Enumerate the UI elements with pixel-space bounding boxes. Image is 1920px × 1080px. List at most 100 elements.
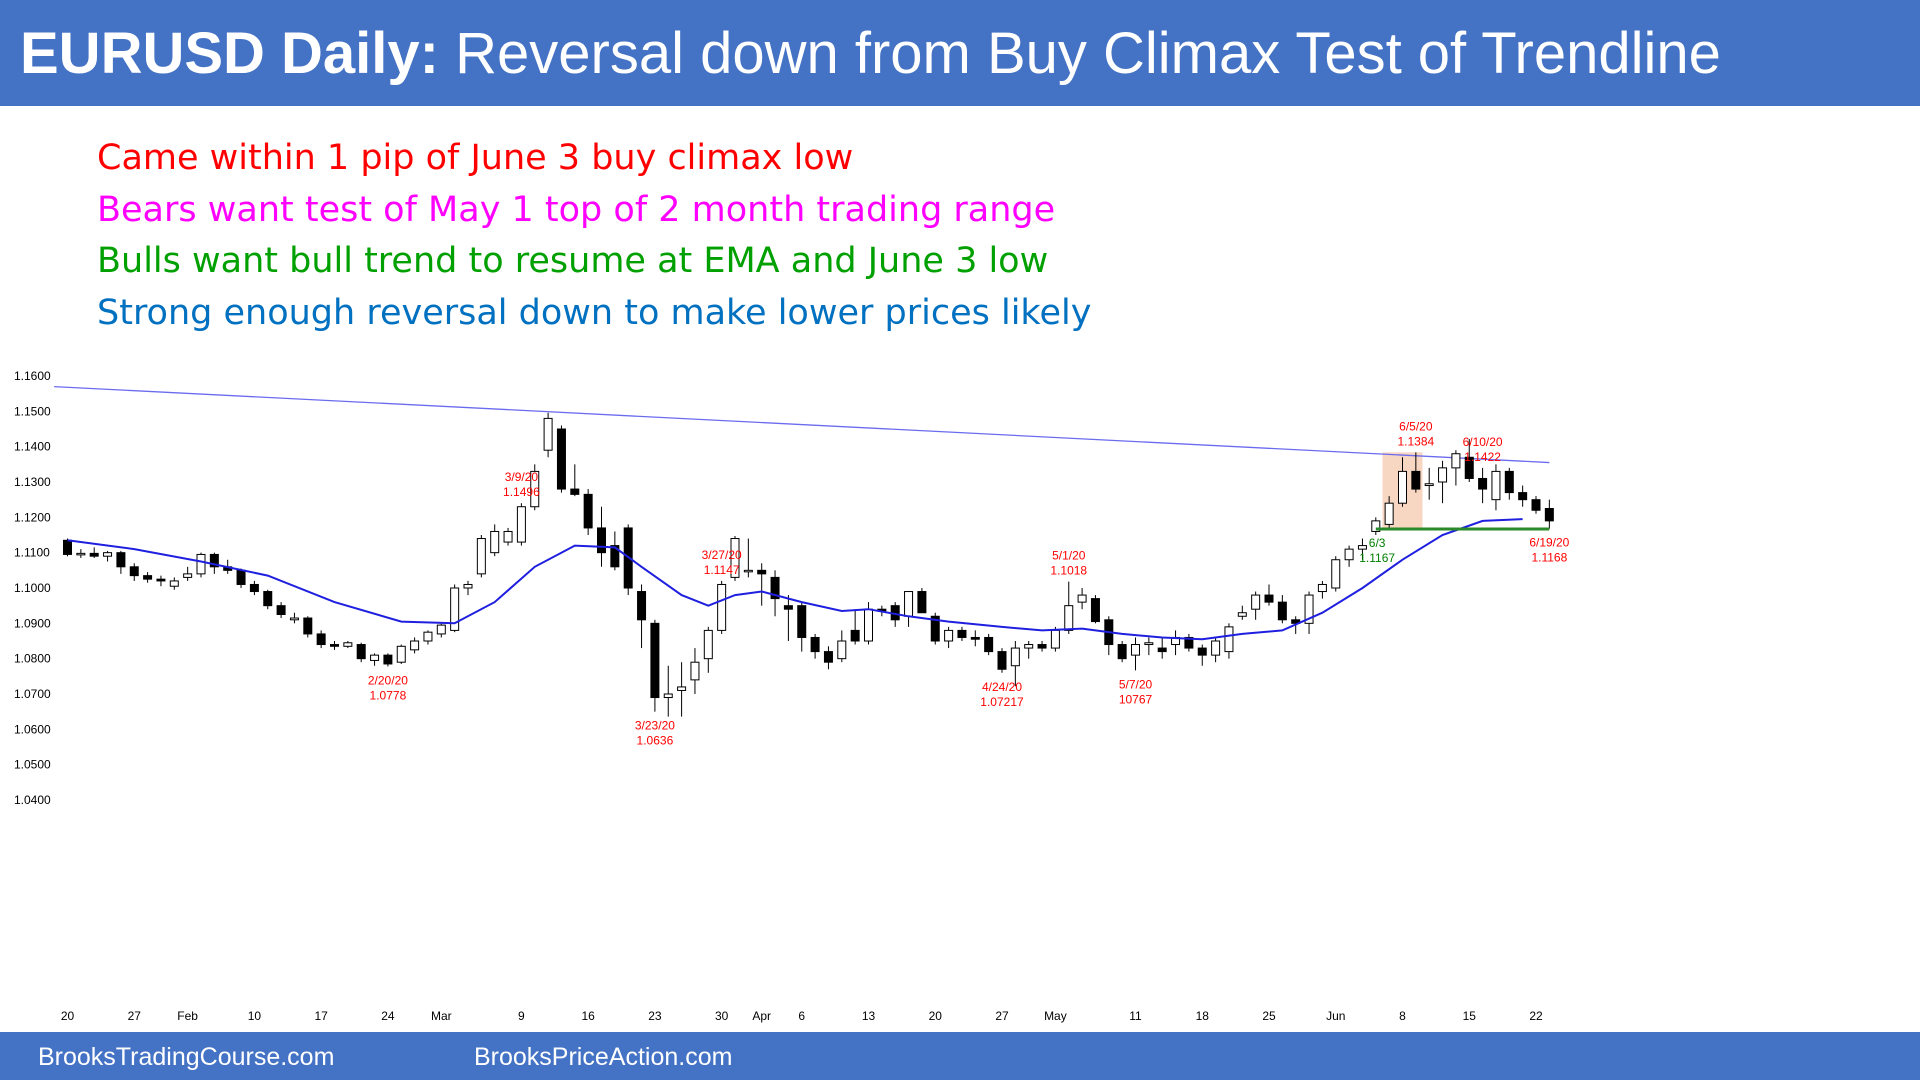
x-tick-label: 11: [1129, 1009, 1142, 1023]
candle-bear: [984, 636, 994, 653]
candle-bear: [957, 629, 967, 638]
candle-bear: [810, 636, 820, 653]
y-tick-label: 1.0700: [14, 687, 51, 701]
candle-bull: [1224, 626, 1234, 653]
candle-bull: [1371, 520, 1381, 532]
annotation-date: 6/19/20: [1529, 536, 1569, 550]
candle-bear: [1197, 647, 1207, 656]
commentary: Came within 1 pip of June 3 buy climax l…: [97, 133, 1091, 339]
candle-bear: [330, 644, 339, 647]
candle-bull: [690, 661, 700, 681]
candle-bear: [209, 553, 219, 568]
candle-bear: [263, 591, 273, 607]
candle-bear: [89, 552, 99, 557]
candle-bull: [1317, 583, 1327, 593]
y-tick-label: 1.0600: [14, 722, 51, 736]
footer-link-priceaction[interactable]: BrooksPriceAction.com: [474, 1043, 733, 1071]
candle-bull: [103, 552, 113, 557]
candle-bear: [1157, 647, 1167, 653]
candle-bull: [463, 583, 473, 589]
candle-bull: [76, 552, 86, 556]
candle-bull: [864, 608, 873, 642]
candle-bear: [1411, 470, 1421, 490]
title-text: Reversal down from Buy Climax Test of Tr…: [455, 21, 1721, 86]
annotation-price: 1.07217: [980, 695, 1024, 709]
x-tick-label: 30: [715, 1009, 729, 1023]
x-tick-label: 16: [581, 1009, 595, 1023]
candle-bear: [129, 566, 139, 577]
candle-bear: [276, 605, 286, 616]
x-tick-label: Feb: [177, 1009, 198, 1023]
candle-bear: [383, 654, 393, 665]
candle-bear: [570, 488, 580, 495]
candle-bull: [944, 629, 954, 642]
candle-bear: [556, 428, 566, 490]
candle-bull: [410, 640, 420, 651]
x-tick-label: 25: [1262, 1009, 1276, 1023]
annotation-date: 4/24/20: [982, 680, 1022, 694]
candle-bull: [1398, 470, 1407, 504]
candle-bull: [1237, 612, 1247, 617]
note-line-3: Bulls want bull trend to resume at EMA a…: [97, 241, 1049, 281]
candle-bull: [343, 642, 353, 647]
x-tick-label: 10: [248, 1009, 262, 1023]
candle-bear: [316, 633, 326, 646]
note-line-4: Strong enough reversal down to make lowe…: [97, 292, 1092, 333]
annotation-date: 2/20/20: [368, 673, 408, 687]
x-tick-label: 27: [995, 1009, 1009, 1023]
note-line-1: Came within 1 pip of June 3 buy climax l…: [97, 138, 854, 178]
candle-bull: [743, 569, 753, 573]
x-tick-label: Mar: [431, 1009, 452, 1023]
x-tick-label: 9: [518, 1009, 525, 1023]
candle-bull: [1384, 502, 1394, 525]
y-tick-label: 1.1400: [14, 440, 51, 454]
annotation-price: 1.1018: [1050, 564, 1087, 578]
candle-bull: [196, 553, 206, 575]
candle-bear: [1544, 508, 1554, 522]
candle-bull: [730, 538, 740, 578]
candle-bull: [503, 530, 513, 543]
candle-bear: [1277, 601, 1287, 621]
candle-bull: [490, 530, 500, 554]
candle-bull: [1357, 545, 1367, 550]
candle-bear: [63, 539, 72, 555]
annotation-price: 1.1422: [1464, 450, 1501, 464]
candle-bull: [1024, 644, 1034, 649]
annotation-date: 3/23/20: [635, 719, 675, 733]
page-title: EURUSD Daily: Reversal down from Buy Cli…: [20, 22, 1721, 86]
x-tick-label: May: [1044, 1009, 1067, 1023]
candle-bull: [663, 693, 673, 699]
candle-bear: [823, 651, 833, 663]
candle-bull: [516, 506, 526, 543]
candle-bear: [249, 583, 259, 593]
candle-bull: [703, 629, 713, 660]
candle-bull: [1451, 453, 1461, 469]
annotation-date: 5/1/20: [1052, 549, 1086, 563]
candle-bear: [236, 569, 246, 585]
annotation-date: 6/5/20: [1399, 419, 1433, 433]
candle-bear: [917, 591, 927, 614]
candle-bear: [757, 569, 767, 575]
annotation-price: 1.1384: [1397, 434, 1434, 448]
annotation-price: 1.1496: [503, 485, 540, 499]
candle-bear: [610, 545, 620, 568]
x-tick-label: 20: [61, 1009, 75, 1023]
candle-bear: [1184, 636, 1194, 649]
x-tick-label: 17: [314, 1009, 328, 1023]
candle-bear: [1518, 492, 1528, 501]
footer-link-course[interactable]: BrooksTradingCourse.com: [38, 1043, 335, 1071]
note-line-2: Bears want test of May 1 top of 2 month …: [97, 189, 1056, 230]
candle-bear: [1117, 644, 1127, 660]
candle-bear: [637, 591, 647, 621]
candle-bull: [1010, 647, 1020, 667]
candle-bear: [930, 615, 940, 642]
x-tick-label: Jun: [1326, 1009, 1345, 1023]
candle-bull: [1251, 594, 1261, 610]
candle-bull: [183, 573, 193, 578]
annotation-date: 3/9/20: [505, 470, 539, 484]
y-tick-label: 1.1300: [14, 475, 51, 489]
candle-bull: [717, 583, 727, 631]
candle-bull: [169, 580, 179, 587]
candle-bull: [289, 617, 299, 621]
y-tick-label: 1.1100: [14, 546, 50, 560]
